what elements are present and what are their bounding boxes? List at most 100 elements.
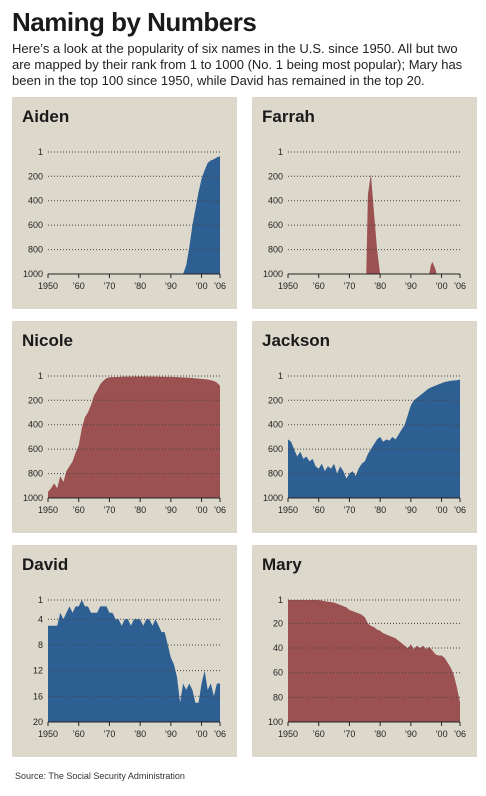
chart-title-nicole: Nicole bbox=[22, 331, 74, 350]
area-series-nicole-0 bbox=[48, 376, 220, 498]
area-chart-nicole: 1 200 400 600 800 1000 1950 ’60 ’70 ’80 ’90 ’00 ’06 bbox=[23, 371, 226, 515]
x-tick-mary-1970: ’70 bbox=[343, 729, 355, 739]
x-tick-david-2000: ’00 bbox=[196, 729, 208, 739]
y-tick-aiden-400: 400 bbox=[28, 196, 43, 206]
source-note: Source: The Social Security Administrati… bbox=[15, 771, 185, 781]
chart-title-jackson: Jackson bbox=[262, 331, 331, 350]
y-tick-farrah-800: 800 bbox=[268, 245, 283, 255]
x-tick-nicole-1950: 1950 bbox=[38, 505, 58, 515]
x-tick-david-1980: ’80 bbox=[134, 729, 146, 739]
area-chart-jackson: 1 200 400 600 800 1000 1950 ’60 ’70 ’80 ’90 ’00 ’06 bbox=[263, 371, 466, 515]
chart-title-david: David bbox=[22, 555, 69, 574]
area-series-aiden-0 bbox=[183, 156, 220, 274]
x-tick-mary-1960: ’60 bbox=[313, 729, 325, 739]
x-tick-mary-1980: ’80 bbox=[374, 729, 386, 739]
x-tick-aiden-1960: ’60 bbox=[73, 281, 85, 291]
area-series-mary-0 bbox=[288, 600, 460, 722]
x-tick-aiden-1990: ’90 bbox=[165, 281, 177, 291]
x-tick-nicole-2000: ’00 bbox=[196, 505, 208, 515]
chart-panel-jackson: 1 200 400 600 800 1000 1950’60’70’80’90’00’06 … bbox=[252, 321, 477, 533]
y-tick-mary-100: 100 bbox=[268, 717, 283, 727]
y-tick-farrah-400: 400 bbox=[268, 196, 283, 206]
y-tick-nicole-800: 800 bbox=[28, 469, 43, 479]
y-tick-farrah-1000: 1000 bbox=[263, 269, 283, 279]
y-tick-farrah-1: 1 bbox=[278, 147, 283, 157]
x-tick-aiden-1980: ’80 bbox=[134, 281, 146, 291]
y-tick-nicole-400: 400 bbox=[28, 420, 43, 430]
x-tick-david-1990: ’90 bbox=[165, 729, 177, 739]
y-tick-david-16: 16 bbox=[33, 691, 43, 701]
x-tick-mary-1950: 1950 bbox=[278, 729, 298, 739]
area-chart-david: 1 4 8 12 16 20 1950 ’60 ’70 ’80 ’90 ’00 ’06 bbox=[33, 595, 226, 739]
y-tick-aiden-600: 600 bbox=[28, 220, 43, 230]
x-tick-mary-2000: ’00 bbox=[436, 729, 448, 739]
y-tick-mary-60: 60 bbox=[273, 668, 283, 678]
y-tick-aiden-800: 800 bbox=[28, 245, 43, 255]
x-tick-farrah-1990: ’90 bbox=[405, 281, 417, 291]
x-tick-farrah-1980: ’80 bbox=[374, 281, 386, 291]
y-tick-david-20: 20 bbox=[33, 717, 43, 727]
x-tick-jackson-1980: ’80 bbox=[374, 505, 386, 515]
chart-title-farrah: Farrah bbox=[262, 107, 315, 126]
chart-panel-nicole: 1 200 400 600 800 1000 1950’60’70’80’90’00’06 … bbox=[12, 321, 237, 533]
x-tick-jackson-1970: ’70 bbox=[343, 505, 355, 515]
area-chart-aiden: 1 200 400 600 800 1000 1950 ’60 ’70 ’80 ’90 ’00 ’06 bbox=[23, 147, 226, 291]
subtitle: Here’s a look at the popularity of six n… bbox=[12, 41, 463, 88]
y-tick-jackson-800: 800 bbox=[268, 469, 283, 479]
y-tick-david-4: 4 bbox=[38, 614, 43, 624]
chart-panel-aiden: 1 200 400 600 800 1000 1950’60’70’80’90’00’06 … bbox=[12, 97, 237, 309]
y-tick-david-8: 8 bbox=[38, 640, 43, 650]
y-tick-farrah-600: 600 bbox=[268, 220, 283, 230]
x-tick-nicole-2006: ’06 bbox=[214, 505, 226, 515]
area-series-david-0 bbox=[48, 600, 220, 722]
x-tick-david-1970: ’70 bbox=[103, 729, 115, 739]
x-tick-nicole-1970: ’70 bbox=[103, 505, 115, 515]
y-tick-jackson-600: 600 bbox=[268, 444, 283, 454]
x-tick-farrah-1960: ’60 bbox=[313, 281, 325, 291]
y-tick-aiden-1: 1 bbox=[38, 147, 43, 157]
x-tick-jackson-1960: ’60 bbox=[313, 505, 325, 515]
x-tick-mary-1990: ’90 bbox=[405, 729, 417, 739]
page-title: Naming by Numbers bbox=[12, 7, 257, 37]
x-tick-jackson-2000: ’00 bbox=[436, 505, 448, 515]
y-tick-farrah-200: 200 bbox=[268, 171, 283, 181]
y-tick-mary-1: 1 bbox=[278, 595, 283, 605]
y-tick-mary-20: 20 bbox=[273, 618, 283, 628]
x-tick-farrah-2000: ’00 bbox=[436, 281, 448, 291]
y-tick-nicole-1000: 1000 bbox=[23, 493, 43, 503]
x-tick-jackson-1990: ’90 bbox=[405, 505, 417, 515]
x-tick-aiden-1950: 1950 bbox=[38, 281, 58, 291]
x-tick-jackson-1950: 1950 bbox=[278, 505, 298, 515]
area-chart-mary: 1 20 40 60 80 100 1950 ’60 ’70 ’80 ’90 ’00 ’06 bbox=[268, 595, 466, 739]
area-series-jackson-0 bbox=[288, 379, 460, 498]
y-tick-jackson-1000: 1000 bbox=[263, 493, 283, 503]
y-tick-aiden-200: 200 bbox=[28, 171, 43, 181]
x-tick-aiden-2006: ’06 bbox=[214, 281, 226, 291]
chart-panel-david: 1 4 8 12 16 20 1950 ’60 ’70 ’80 ’90 ’00 ’06 David bbox=[12, 545, 237, 757]
x-tick-farrah-1950: 1950 bbox=[278, 281, 298, 291]
x-tick-nicole-1960: ’60 bbox=[73, 505, 85, 515]
y-tick-mary-40: 40 bbox=[273, 643, 283, 653]
x-tick-mary-2006: ’06 bbox=[454, 729, 466, 739]
x-tick-nicole-1980: ’80 bbox=[134, 505, 146, 515]
chart-panel-mary: 1 20 40 60 80 100 1950 ’60 ’70 ’80 ’90 ’00 ’06 Mary bbox=[252, 545, 477, 757]
x-tick-david-2006: ’06 bbox=[214, 729, 226, 739]
x-tick-farrah-2006: ’06 bbox=[454, 281, 466, 291]
y-tick-aiden-1000: 1000 bbox=[23, 269, 43, 279]
y-tick-mary-80: 80 bbox=[273, 692, 283, 702]
y-tick-jackson-1: 1 bbox=[278, 371, 283, 381]
x-tick-aiden-2000: ’00 bbox=[196, 281, 208, 291]
y-tick-nicole-1: 1 bbox=[38, 371, 43, 381]
x-tick-david-1960: ’60 bbox=[73, 729, 85, 739]
x-tick-david-1950: 1950 bbox=[38, 729, 58, 739]
area-chart-farrah: 1 200 400 600 800 1000 1950 ’60 ’70 ’80 ’90 ’00 ’06 bbox=[263, 147, 466, 291]
y-tick-nicole-200: 200 bbox=[28, 395, 43, 405]
x-tick-aiden-1970: ’70 bbox=[103, 281, 115, 291]
chart-title-mary: Mary bbox=[262, 555, 302, 574]
chart-title-aiden: Aiden bbox=[22, 107, 70, 126]
area-series-farrah-1 bbox=[429, 261, 437, 274]
y-tick-david-1: 1 bbox=[38, 595, 43, 605]
y-tick-david-12: 12 bbox=[33, 666, 43, 676]
y-tick-jackson-200: 200 bbox=[268, 395, 283, 405]
chart-panel-farrah: 1 200 400 600 800 1000 1950’60’70’80’90’00’06 … bbox=[252, 97, 477, 309]
